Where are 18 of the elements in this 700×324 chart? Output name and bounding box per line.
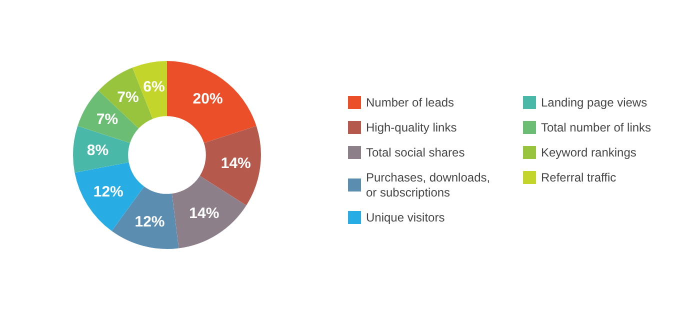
legend-label: Total number of links: [541, 120, 652, 134]
data-label: 8%: [86, 142, 109, 160]
legend-label: Unique visitors: [366, 210, 445, 224]
legend-label: Total social shares: [366, 146, 465, 160]
data-label: 20%: [192, 90, 223, 108]
legend-label: Landing page views: [541, 96, 648, 110]
legend-label: Referral traffic: [541, 170, 616, 184]
data-label: 14%: [189, 205, 220, 222]
data-label: 12%: [93, 184, 124, 201]
data-label: 12%: [134, 214, 165, 231]
legend-label: High-quality links: [366, 120, 457, 134]
legend-label: Purchases, downloads, or subscriptions: [366, 170, 494, 200]
data-label: 14%: [220, 155, 251, 172]
data-label: 7%: [96, 111, 118, 128]
data-label: 7%: [117, 89, 139, 106]
legend-label: Keyword rankings: [541, 146, 636, 160]
data-label: 6%: [143, 78, 165, 96]
legend-label: Number of leads: [366, 96, 454, 110]
